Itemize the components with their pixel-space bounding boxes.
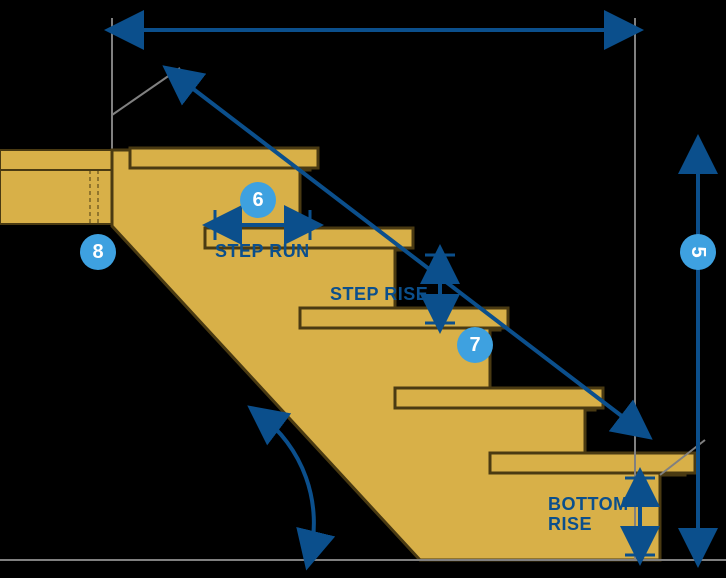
- callout-6-num: 6: [252, 189, 263, 211]
- callout-7-num: 7: [469, 334, 480, 356]
- guide-diagonal-ghost: [112, 68, 180, 115]
- callout-6: 6: [240, 182, 276, 218]
- bottom-rise-line2: RISE: [548, 514, 592, 534]
- callout-8-num: 8: [92, 241, 103, 263]
- callout-5-num: 5: [687, 246, 709, 257]
- callout-8: 8: [80, 234, 116, 270]
- step-run-label: STEP RUN: [215, 241, 310, 261]
- callout-5: 5: [680, 234, 716, 270]
- stair-diagram: STEP RUN STEP RISE BOTTOM RISE 5 6 7 8: [0, 0, 726, 578]
- bottom-rise-line1: BOTTOM: [548, 494, 629, 514]
- step-rise-label: STEP RISE: [330, 284, 428, 304]
- callout-7: 7: [457, 327, 493, 363]
